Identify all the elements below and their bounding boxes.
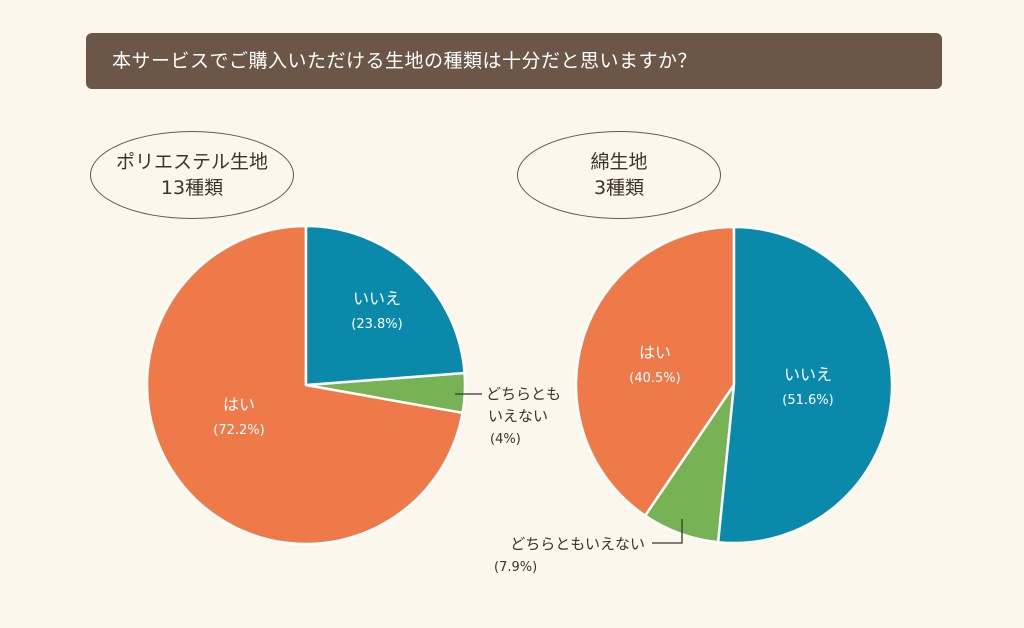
slice-value: (51.6%) [782,393,833,408]
slice-label: はい [639,343,671,362]
slice-label: どちらともいえない [510,535,645,553]
leader-line [652,519,683,544]
pie-slice [716,225,894,545]
slice-value: (7.9%) [494,560,537,575]
slice-label: はい [223,395,255,414]
slice-label: いいえ [353,289,401,308]
chart-title-line2: 13種類 [160,177,224,199]
chart-title-line1: ポリエステル生地 [115,151,268,173]
slice-value: (72.2%) [213,423,264,438]
pie-chart-polyester: いいえ (23.8%) どちらとも いえない (4%) はい (72.2%) [145,224,561,546]
chart-title-polyester: ポリエステル生地 13種類 [90,131,294,219]
chart-title-line2: 3種類 [593,177,645,199]
pie-chart-cotton: いいえ (51.6%) どちらともいえない (7.9%) はい (40.5%) [494,225,894,575]
question-text: 本サービスでご購入いただける生地の種類は十分だと思いますか？ [112,50,698,72]
slice-label: どちらとも [486,385,561,403]
chart-title-line1: 綿生地 [590,151,648,173]
slice-value: (40.5%) [629,371,680,386]
chart-title-cotton: 綿生地 3種類 [517,131,721,219]
question-banner: 本サービスでご購入いただける生地の種類は十分だと思いますか？ [86,33,942,89]
slice-value: (23.8%) [351,317,402,332]
pie-slice [574,225,736,517]
slice-label: いいえ [784,365,832,384]
slice-label: いえない [488,407,548,425]
pie-slice [304,224,466,387]
slice-value: (4%) [490,432,521,447]
